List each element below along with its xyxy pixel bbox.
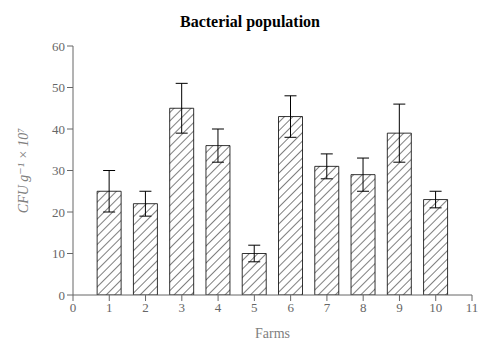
svg-text:4: 4 xyxy=(215,300,222,315)
html-text:Bacterial population: Bacterial population xyxy=(180,13,320,30)
svg-text:30: 30 xyxy=(52,163,65,178)
svg-text:0: 0 xyxy=(70,300,77,315)
svg-text:10: 10 xyxy=(52,246,65,261)
svg-text:9: 9 xyxy=(396,300,403,315)
svg-text:11: 11 xyxy=(466,300,479,315)
svg-text:5: 5 xyxy=(251,300,258,315)
svg-text:2: 2 xyxy=(142,300,149,315)
svg-text:1: 1 xyxy=(106,300,113,315)
svg-text:Farms: Farms xyxy=(255,326,290,341)
svg-text:8: 8 xyxy=(360,300,367,315)
svg-text:40: 40 xyxy=(52,122,65,137)
svg-text:60: 60 xyxy=(52,39,65,54)
svg-text:50: 50 xyxy=(52,80,65,95)
svg-text:CFU g⁻¹ × 10⁷: CFU g⁻¹ × 10⁷ xyxy=(16,128,31,214)
svg-text:0: 0 xyxy=(59,288,66,303)
svg-text:7: 7 xyxy=(324,300,331,315)
svg-text:20: 20 xyxy=(52,205,65,220)
svg-text:6: 6 xyxy=(287,300,294,315)
svg-text:3: 3 xyxy=(179,300,186,315)
svg-text:10: 10 xyxy=(429,300,442,315)
